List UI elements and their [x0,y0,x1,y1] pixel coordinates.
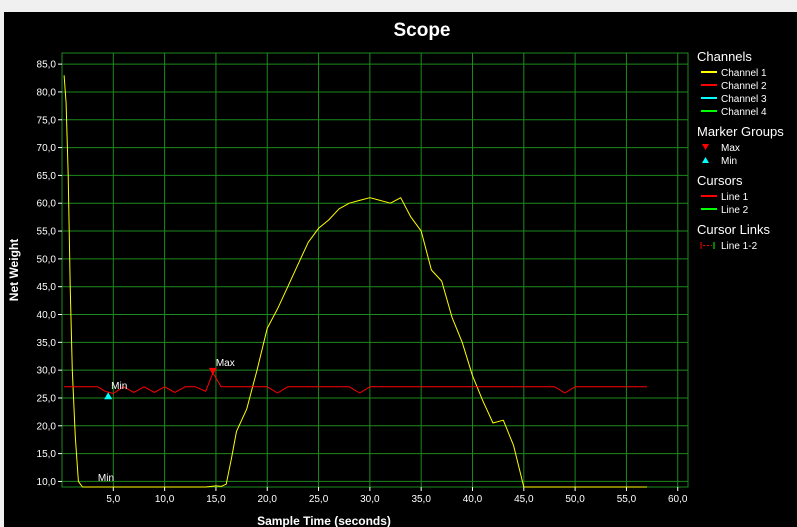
x-axis-ticks: 5,0 10,0 15,0 20,0 25,0 30,0 35,0 40,0 45,0 50,0 5… [106,487,688,505]
y-tick-label: 65,0 [37,171,57,182]
y-tick-label: 80,0 [37,87,57,98]
legend-swatch [702,144,709,150]
min-marker[interactable] [104,392,113,400]
legend-swatch [702,157,709,163]
legend-marker-groups-title: Marker Groups [697,124,784,139]
legend-marker-groups: Marker Groups Max Min [697,124,784,167]
y-tick-label: 75,0 [37,115,57,126]
legend-cursor-links-title: Cursor Links [697,222,770,237]
plot-border [61,52,689,488]
x-axis-label: Sample Time (seconds) [257,514,391,527]
legend-item-label: Channel 2 [721,81,767,92]
x-tick-label: 20,0 [258,494,278,505]
min-marker-label: Min [111,381,127,392]
y-tick-label: 30,0 [37,366,57,377]
x-tick-label: 55,0 [617,494,637,505]
y-tick-label: 20,0 [37,421,57,432]
x-tick-label: 60,0 [668,494,688,505]
y-tick-label: 50,0 [37,254,57,265]
y-tick-label: 70,0 [37,143,57,154]
y-tick-label: 15,0 [37,449,57,460]
series-layer [63,75,647,488]
y-axis-label: Net Weight [7,239,21,301]
legend-channels: Channels Channel 1 Channel 2 Channel 3 Chann… [697,49,767,118]
markers-layer: Min Max Min [98,358,235,484]
legend-item[interactable]: Line 1 [701,192,749,203]
scope-panel: Scope 5,0 10,0 15,0 20,0 25,0 30,0 35,0 40,0 45,… [4,12,797,527]
legend-item[interactable]: Channel 2 [701,81,767,92]
legend-item-label: Channel 1 [721,68,767,79]
legend-item[interactable]: Line 2 [701,205,749,216]
legend-item[interactable]: Channel 4 [701,107,767,118]
y-tick-label: 85,0 [37,60,57,71]
y-tick-label: 45,0 [37,282,57,293]
legend-channels-title: Channels [697,49,752,64]
plot-area[interactable] [62,53,688,487]
grid [61,52,689,488]
x-tick-label: 45,0 [514,494,534,505]
chart-title: Scope [393,20,450,41]
x-tick-label: 40,0 [463,494,483,505]
legend-item[interactable]: Max [702,143,740,154]
x-tick-label: 5,0 [106,494,120,505]
legend-item[interactable]: Channel 3 [701,94,767,105]
series-line-channel-1 [63,75,647,488]
series-line-channel-2 [64,372,647,394]
legend-item-label: Channel 3 [721,94,767,105]
legend-item[interactable]: Min [702,156,737,167]
y-tick-label: 60,0 [37,199,57,210]
legend-item[interactable]: Channel 1 [701,68,767,79]
y-tick-label: 40,0 [37,310,57,321]
legend-item-label: Line 2 [721,205,749,216]
legend-item-label: Max [721,143,740,154]
y-axis-ticks: 10,0 15,0 20,0 25,0 30,0 35,0 40,0 45,0 50,0 55,0… [37,60,62,488]
y-tick-label: 35,0 [37,338,57,349]
x-tick-label: 15,0 [206,494,226,505]
min-marker-label: Min [98,473,114,484]
legend-cursor-links: Cursor Links Line 1-2 [697,222,770,252]
x-tick-label: 50,0 [565,494,585,505]
legend-cursors: Cursors Line 1 Line 2 [697,173,749,216]
x-tick-label: 25,0 [309,494,329,505]
y-tick-label: 10,0 [37,477,57,488]
x-tick-label: 35,0 [411,494,431,505]
max-marker-label: Max [216,358,235,369]
legend-item-label: Min [721,156,737,167]
legend-item-label: Line 1 [721,192,749,203]
legend-cursors-title: Cursors [697,173,743,188]
legend-item[interactable]: Line 1-2 [700,241,758,252]
legend-item-label: Line 1-2 [721,241,758,252]
x-tick-label: 10,0 [155,494,175,505]
y-tick-label: 55,0 [37,227,57,238]
max-marker[interactable] [208,367,217,375]
legend-item-label: Channel 4 [721,107,767,118]
legend: Channels Channel 1 Channel 2 Channel 3 Chann… [697,49,784,252]
x-tick-label: 30,0 [360,494,380,505]
y-tick-label: 25,0 [37,393,57,404]
scope-chart: Scope 5,0 10,0 15,0 20,0 25,0 30,0 35,0 40,0 45,… [7,20,784,527]
